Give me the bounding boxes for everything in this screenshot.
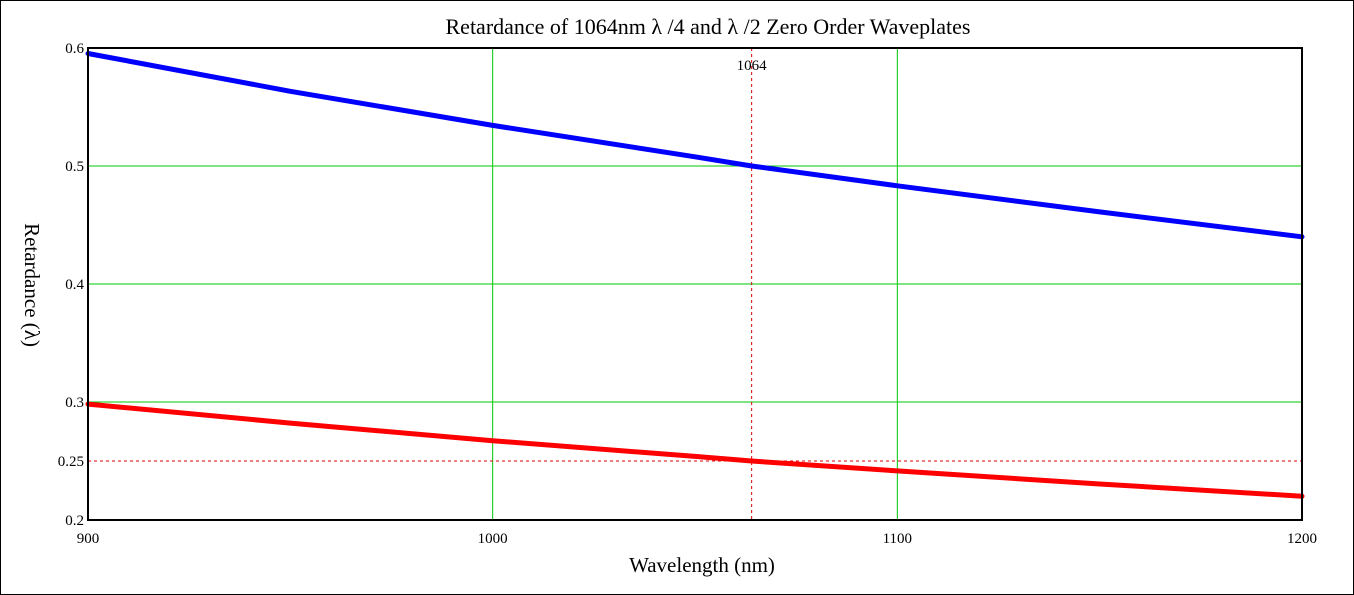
y-tick-label: 0.25	[58, 454, 84, 470]
x-tick-label: 1200	[1287, 531, 1317, 547]
y-tick-label: 0.6	[65, 41, 84, 57]
series-line-half-wave	[85, 51, 1305, 240]
x-axis-label: Wavelength (nm)	[629, 553, 775, 577]
y-tick-label: 0.5	[65, 159, 84, 175]
y-tick-label: 0.4	[65, 277, 84, 293]
tick-labels: 900 1000 1100 1200 0.2 0.25 0.3 0.4 0.5 0.6	[58, 41, 1317, 547]
plot-area: 1064	[85, 47, 1305, 521]
plot-border	[87, 47, 1303, 521]
x-tick-label: 1000	[478, 531, 508, 547]
y-tick-label: 0.3	[65, 395, 84, 411]
marker-x-label: 1064	[737, 58, 768, 74]
x-tick-label: 1100	[883, 531, 912, 547]
y-axis-label: Retardance (λ)	[20, 223, 44, 347]
series-line-quarter-wave	[85, 401, 1305, 499]
chart-title: Retardance of 1064nm λ /4 and λ /2 Zero …	[446, 14, 971, 39]
x-tick-label: 900	[77, 531, 100, 547]
y-tick-label: 0.2	[65, 513, 84, 529]
